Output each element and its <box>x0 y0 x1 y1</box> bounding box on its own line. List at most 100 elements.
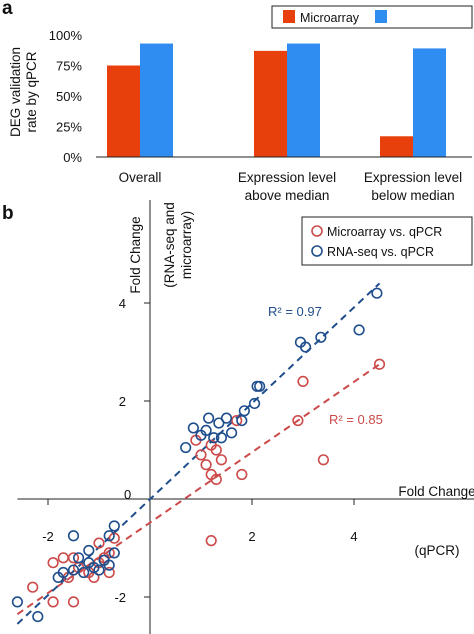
y-tick-label: 4 <box>119 296 126 311</box>
point-microarray <box>373 358 386 370</box>
bar-category-label: Expression level <box>238 170 336 185</box>
bar-y-label-line-1: DEG validation <box>8 47 23 137</box>
bar-y-tick-label: 50% <box>56 89 82 104</box>
bar-rnaseq-2 <box>413 48 446 157</box>
point-microarray <box>317 454 330 466</box>
bar-rnaseq-1 <box>287 43 320 157</box>
point-microarray <box>210 444 222 456</box>
point-microarray <box>67 596 80 608</box>
point-rnaseq <box>103 559 115 571</box>
point-rnaseq <box>220 412 233 424</box>
point-rnaseq <box>67 564 80 576</box>
bar-rnaseq-0 <box>140 43 173 157</box>
bar-y-tick-label: 75% <box>56 59 82 74</box>
bar-chart-legend: Microarray <box>271 5 473 29</box>
legend-swatch-microarray <box>283 10 295 23</box>
point-rnaseq <box>248 397 261 410</box>
point-rnaseq <box>215 432 227 444</box>
point-rnaseq <box>203 412 215 424</box>
point-rnaseq <box>88 561 100 574</box>
fit-line-microarray <box>16 363 381 615</box>
scatter-x-label-line-1: Fold Change <box>398 484 474 499</box>
point-microarray <box>27 581 39 593</box>
point-microarray <box>47 596 59 608</box>
panel-a-bar-chart: a DEG validation rate by qPCR 0% 25% 50% 75%… <box>2 0 473 203</box>
point-rnaseq <box>103 530 115 542</box>
point-microarray <box>236 468 248 481</box>
point-rnaseq <box>200 424 212 437</box>
point-rnaseq <box>226 427 238 439</box>
scatter-legend-marker-rnaseq <box>311 245 323 257</box>
scatter-legend-label-rnaseq: RNA-seq vs. qPCR <box>327 245 434 259</box>
point-rnaseq <box>299 341 312 353</box>
bar-microarray-2 <box>380 136 413 157</box>
legend-swatch-rnaseq <box>375 10 387 23</box>
bar-category-label: Expression level <box>364 170 462 185</box>
bar-microarray-0 <box>107 65 140 157</box>
point-rnaseq <box>238 405 250 417</box>
point-rnaseq <box>180 441 192 454</box>
point-microarray <box>103 566 115 579</box>
legend-label-microarray: Microarray <box>300 11 360 25</box>
scatter-y-label-line-1: Fold Change <box>128 216 143 293</box>
point-rnaseq <box>208 432 220 444</box>
panel-b-scatter-plot: b -2 2 4 -2 2 4 Fold Change (qPCR) Fold Change (… <box>2 200 474 634</box>
legend-box <box>271 5 473 29</box>
r2-rnaseq-label: R² = 0.97 <box>268 304 322 319</box>
bar-chart-bars <box>107 43 446 157</box>
point-microarray <box>103 547 115 559</box>
x-tick-label: 4 <box>350 529 357 544</box>
r2-microarray-label: R² = 0.85 <box>329 412 383 427</box>
point-rnaseq <box>108 520 120 532</box>
scatter-y-label-line-3: microarray) <box>179 211 194 279</box>
point-rnaseq <box>108 547 120 559</box>
point-rnaseq <box>371 287 383 299</box>
point-rnaseq <box>236 415 248 427</box>
bar-microarray-1 <box>254 50 287 157</box>
point-microarray <box>108 532 120 544</box>
point-rnaseq <box>254 380 266 392</box>
scatter-axis-labels: Fold Change (qPCR) Fold Change (RNA-seq and… <box>128 202 474 558</box>
point-microarray <box>292 415 304 427</box>
point-microarray <box>231 415 243 427</box>
bar-y-tick-label: 100% <box>49 28 83 43</box>
point-rnaseq <box>57 566 69 579</box>
bar-chart-y-ticks: 0% 25% 50% 75% 100% <box>49 28 83 165</box>
point-rnaseq <box>78 566 90 579</box>
point-rnaseq <box>72 552 85 564</box>
panel-a-letter: a <box>2 0 13 19</box>
point-microarray <box>215 454 227 466</box>
scatter-legend-label-microarray: Microarray vs. qPCR <box>327 225 442 239</box>
point-rnaseq <box>67 530 80 542</box>
scatter-y-label-line-2: (RNA-seq and <box>162 202 177 288</box>
fit-line-rnaseq <box>16 282 381 625</box>
bar-category-label: above median <box>245 188 330 203</box>
y-tick-label: -2 <box>114 590 126 605</box>
scatter-legend: Microarray vs. qPCR RNA-seq vs. qPCR <box>301 216 473 266</box>
point-microarray <box>297 375 309 388</box>
scatter-legend-marker-microarray <box>311 225 323 237</box>
point-microarray <box>195 449 207 461</box>
point-microarray <box>57 552 69 564</box>
point-microarray <box>93 537 105 549</box>
point-rnaseq <box>187 422 199 434</box>
point-microarray <box>67 552 80 564</box>
scatter-points <box>11 287 386 623</box>
point-rnaseq <box>353 324 365 336</box>
bar-y-label-line-2: rate by qPCR <box>24 51 39 132</box>
bar-category-label: below median <box>371 188 454 203</box>
point-rnaseq <box>213 417 225 429</box>
bar-chart-category-labels: Overall Expression level above median Expre… <box>119 170 463 203</box>
x-tick-label: -2 <box>42 529 54 544</box>
scatter-ticks: -2 2 4 -2 2 4 <box>42 296 357 605</box>
point-microarray <box>200 459 212 471</box>
scatter-legend-box <box>301 216 473 266</box>
scatter-axes <box>17 200 474 634</box>
bar-chart-y-axis-label: DEG validation rate by qPCR <box>8 47 39 137</box>
scatter-x-label-line-2: (qPCR) <box>414 543 459 558</box>
y-tick-label: 2 <box>119 394 126 409</box>
bar-category-label: Overall <box>119 170 162 185</box>
point-rnaseq <box>11 596 23 608</box>
point-rnaseq <box>83 544 95 557</box>
